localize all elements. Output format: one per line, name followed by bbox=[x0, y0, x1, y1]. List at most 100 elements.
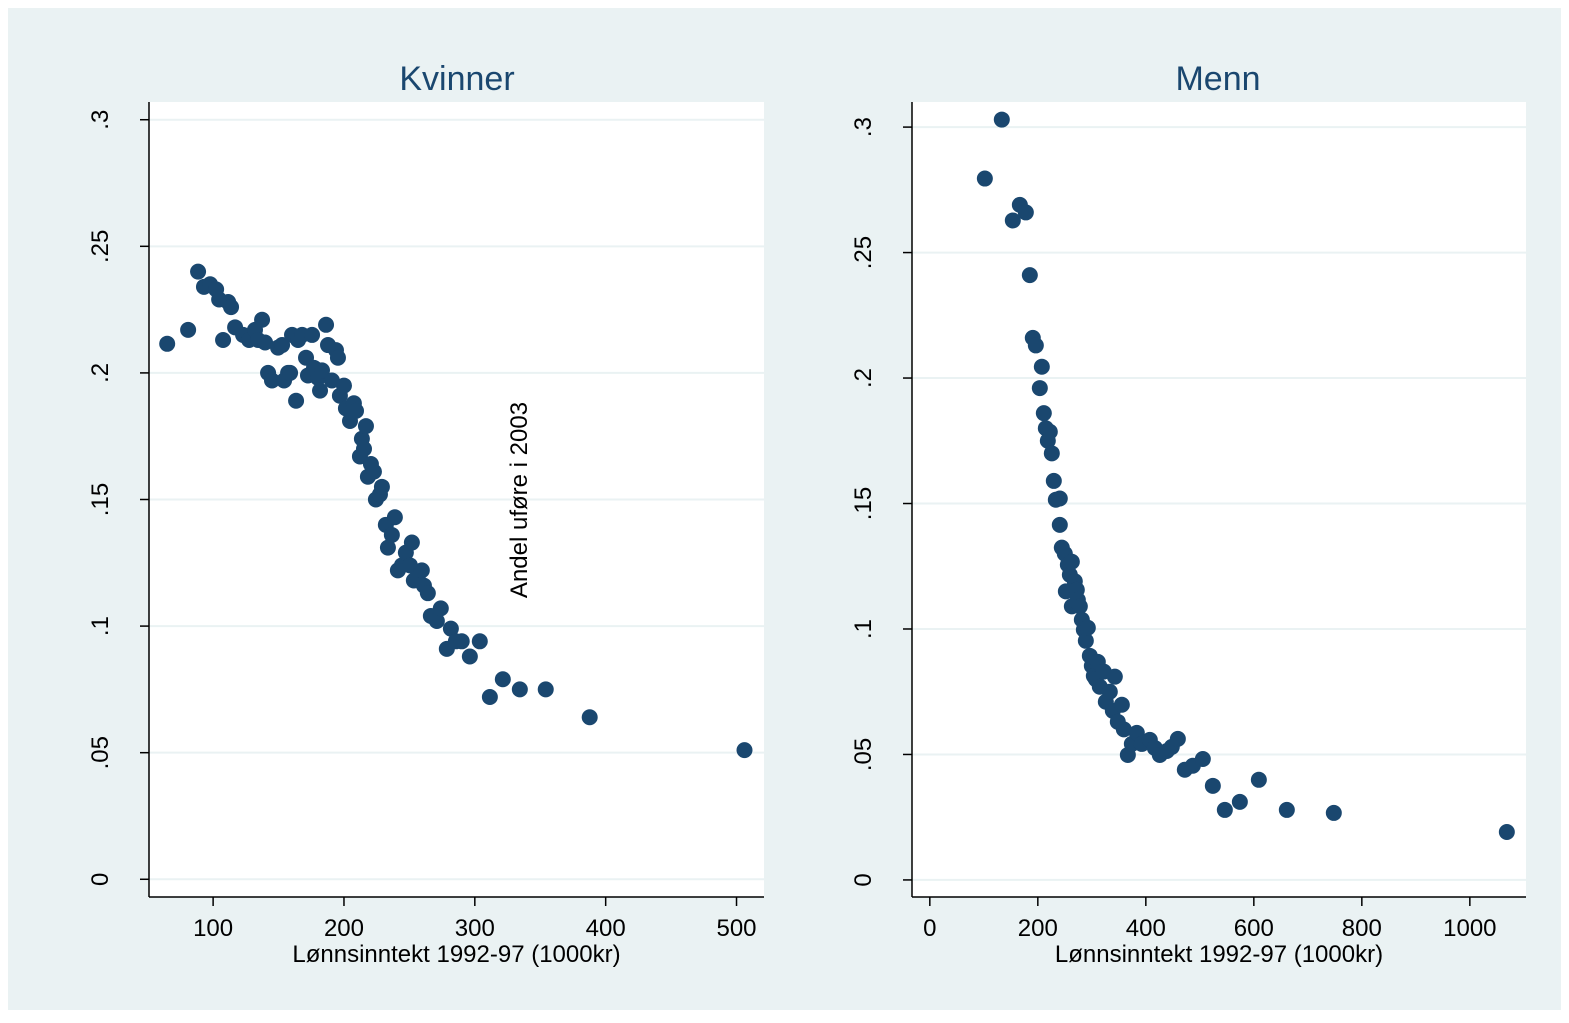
point bbox=[471, 633, 488, 650]
x-tick-label: 400 bbox=[586, 915, 626, 942]
point bbox=[383, 526, 400, 543]
point bbox=[428, 613, 445, 630]
point bbox=[223, 299, 240, 316]
point bbox=[379, 539, 396, 556]
point bbox=[373, 478, 390, 495]
point bbox=[312, 382, 329, 399]
y-tick-label: .1 bbox=[87, 616, 114, 636]
point bbox=[274, 337, 291, 354]
point bbox=[413, 562, 430, 579]
point bbox=[432, 600, 449, 617]
point bbox=[1043, 445, 1060, 462]
x-tick-label: 200 bbox=[324, 915, 364, 942]
point bbox=[313, 362, 330, 379]
point bbox=[976, 170, 993, 187]
point bbox=[1031, 380, 1048, 397]
y-tick-label: .15 bbox=[87, 483, 114, 516]
point bbox=[442, 620, 459, 637]
point bbox=[1071, 598, 1088, 615]
point bbox=[1035, 405, 1052, 422]
point bbox=[159, 335, 176, 352]
point bbox=[254, 311, 271, 328]
plot-area bbox=[912, 102, 1526, 897]
x-tick-label: 300 bbox=[455, 915, 495, 942]
y-tick-label: .3 bbox=[850, 117, 877, 137]
x-tick-label: 200 bbox=[1018, 915, 1058, 942]
point bbox=[993, 111, 1010, 128]
point bbox=[180, 321, 197, 338]
y-tick-label: .2 bbox=[87, 363, 114, 383]
point bbox=[190, 263, 207, 280]
y-axis-label: Andel uføre i 2003 bbox=[506, 402, 533, 598]
x-tick-label: 600 bbox=[1234, 915, 1274, 942]
point bbox=[282, 364, 299, 381]
x-axis-label: Lønnsinntekt 1992-97 (1000kr) bbox=[1055, 941, 1383, 968]
point bbox=[1250, 771, 1267, 788]
point bbox=[1041, 423, 1058, 440]
y-tick-label: .2 bbox=[850, 368, 877, 388]
point bbox=[537, 681, 554, 698]
x-tick-label: 800 bbox=[1342, 915, 1382, 942]
point bbox=[1113, 696, 1130, 713]
point bbox=[355, 440, 372, 457]
point bbox=[1278, 801, 1295, 818]
y-tick-label: .1 bbox=[850, 619, 877, 639]
y-tick-label: 0 bbox=[850, 873, 877, 886]
point bbox=[215, 331, 232, 348]
point bbox=[1063, 553, 1080, 570]
point bbox=[1325, 804, 1342, 821]
chart-title: Menn bbox=[1175, 60, 1260, 98]
point bbox=[386, 509, 403, 526]
point bbox=[1231, 793, 1248, 810]
point bbox=[323, 372, 340, 389]
point bbox=[348, 402, 365, 419]
point bbox=[511, 681, 528, 698]
point bbox=[461, 648, 478, 665]
point bbox=[357, 418, 374, 435]
point bbox=[1021, 267, 1038, 284]
point bbox=[304, 326, 321, 343]
y-tick-label: .15 bbox=[850, 487, 877, 520]
y-tick-label: 0 bbox=[87, 873, 114, 886]
point bbox=[365, 463, 382, 480]
point bbox=[318, 316, 335, 333]
point bbox=[1498, 824, 1515, 841]
y-tick-label: .3 bbox=[87, 110, 114, 130]
x-axis-label: Lønnsinntekt 1992-97 (1000kr) bbox=[292, 941, 620, 968]
x-tick-label: 500 bbox=[716, 915, 756, 942]
point bbox=[453, 633, 470, 650]
point bbox=[1051, 516, 1068, 533]
point bbox=[1101, 683, 1118, 700]
x-tick-label: 100 bbox=[193, 915, 233, 942]
chart-title: Kvinner bbox=[399, 60, 514, 98]
point bbox=[257, 334, 274, 351]
point bbox=[1204, 777, 1221, 794]
point bbox=[1115, 721, 1132, 738]
point bbox=[1033, 358, 1050, 375]
point bbox=[288, 392, 305, 409]
point bbox=[1017, 204, 1034, 221]
point bbox=[581, 709, 598, 726]
y-tick-label: .05 bbox=[87, 736, 114, 769]
y-tick-label: .25 bbox=[850, 236, 877, 269]
point bbox=[329, 349, 346, 366]
point bbox=[335, 377, 352, 394]
point bbox=[403, 534, 420, 551]
x-tick-label: 400 bbox=[1126, 915, 1166, 942]
point bbox=[1077, 632, 1094, 649]
point bbox=[264, 372, 280, 389]
point bbox=[1106, 668, 1123, 685]
point bbox=[1169, 730, 1186, 747]
point bbox=[1027, 337, 1044, 354]
point bbox=[1216, 801, 1233, 818]
point bbox=[1194, 750, 1211, 767]
point bbox=[736, 742, 753, 759]
point bbox=[419, 585, 436, 602]
point bbox=[494, 671, 511, 688]
y-tick-label: .25 bbox=[87, 230, 114, 263]
point bbox=[1045, 472, 1062, 489]
point bbox=[1079, 619, 1096, 636]
x-tick-label: 0 bbox=[923, 915, 936, 942]
point bbox=[1051, 490, 1068, 507]
